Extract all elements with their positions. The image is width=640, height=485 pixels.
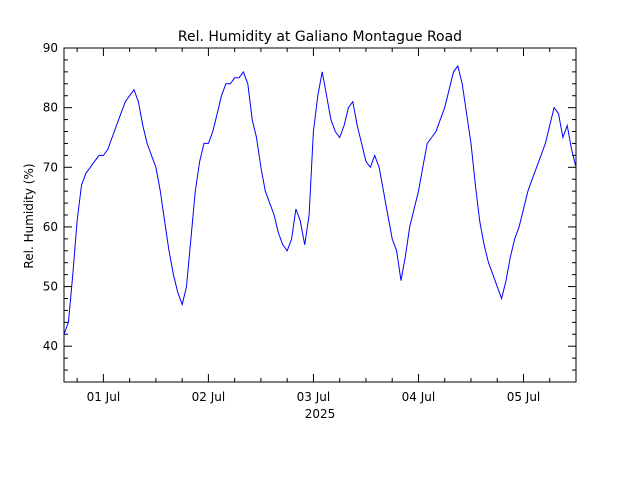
y-tick-label: 70: [43, 160, 58, 174]
x-tick-label: 05 Jul: [507, 390, 541, 404]
y-tick-label: 40: [43, 339, 58, 353]
x-axis-label: 2025: [305, 407, 336, 421]
x-tick-label: 04 Jul: [402, 390, 436, 404]
tick-labels: 40 50 60 70 80 90 01 Jul 02 Jul 03 Jul 04 Jul 05 J…: [43, 41, 541, 404]
plot-area-frame: [63, 47, 577, 383]
y-tick-label: 50: [43, 280, 58, 294]
chart-title: Rel. Humidity at Galiano Montague Road: [178, 29, 462, 45]
x-tick-label: 02 Jul: [192, 390, 226, 404]
x-tick-label: 03 Jul: [297, 390, 331, 404]
x-tick-label: 01 Jul: [87, 390, 121, 404]
humidity-series-line: [63, 64, 577, 335]
y-tick-label: 90: [43, 41, 58, 55]
axis-ticks: [64, 47, 577, 383]
y-axis-label: Rel. Humidity (%): [22, 163, 36, 268]
y-tick-label: 60: [43, 220, 58, 234]
y-tick-label: 80: [43, 101, 58, 115]
